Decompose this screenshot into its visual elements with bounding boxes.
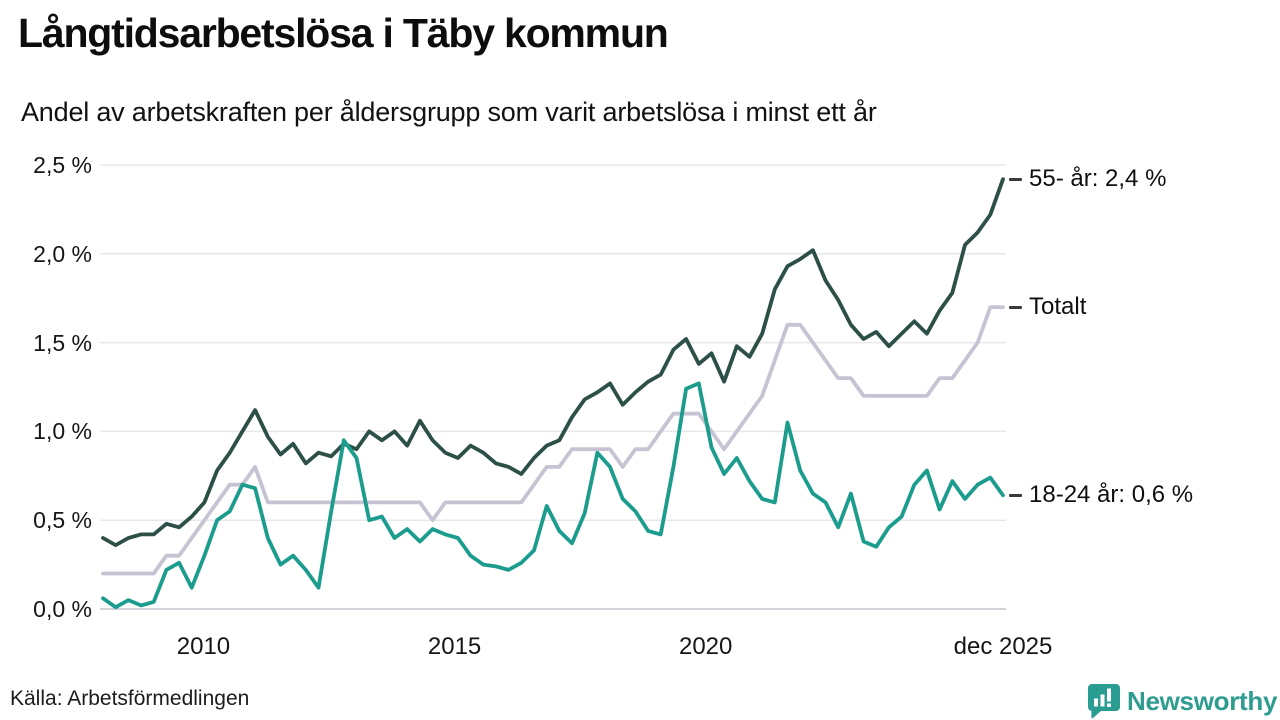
page-subtitle: Andel av arbetskraften per åldersgrupp s…: [21, 97, 877, 127]
source-note: Källa: Arbetsförmedlingen: [10, 687, 250, 710]
series-line-total: [101, 305, 1005, 576]
series-line-age55: [101, 177, 1005, 547]
page-title: Långtidsarbetslösa i Täby kommun: [18, 10, 669, 56]
newsworthy-brand-name: Newsworthy: [1127, 686, 1278, 716]
newsworthy-logo-icon: [1088, 684, 1120, 719]
series-line-age1824: [101, 381, 1005, 610]
